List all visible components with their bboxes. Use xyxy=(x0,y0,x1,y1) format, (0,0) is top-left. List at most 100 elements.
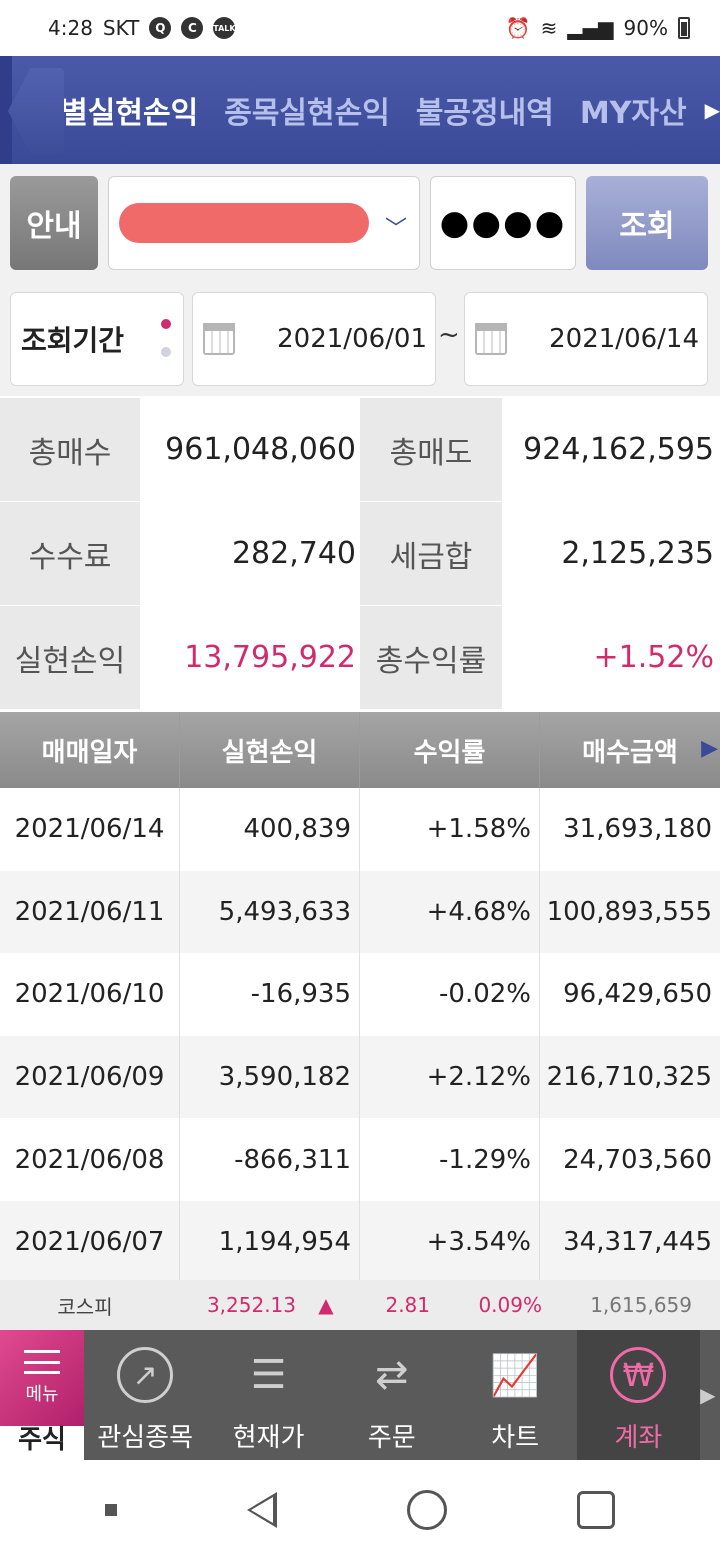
ticker-change-pct: 0.09% xyxy=(478,1293,542,1317)
ticker-volume: 1,615,659 xyxy=(590,1293,692,1317)
up-arrow-icon: ▲ xyxy=(318,1293,334,1317)
fee-label: 수수료 xyxy=(0,502,140,605)
calendar-icon xyxy=(203,323,235,355)
account-select[interactable]: ﹀ xyxy=(108,176,420,270)
row-date: 2021/06/09 xyxy=(0,1035,180,1119)
tab-my-assets[interactable]: MY자산 xyxy=(580,88,687,132)
tab-label: 불공정내역 xyxy=(415,96,554,131)
date-separator: ~ xyxy=(438,320,460,350)
row-pnl: 3,590,182 xyxy=(180,1035,360,1119)
header-date[interactable]: 매매일자 xyxy=(0,712,180,788)
date-to-field[interactable]: 2021/06/14 xyxy=(464,292,708,386)
assist-icon[interactable] xyxy=(105,1504,117,1516)
tab-bar: ◀ 일별실현손익 종목실현손익 불공정내역 MY자산 ▶ xyxy=(0,56,720,164)
clock: 4:28 xyxy=(48,16,93,40)
row-buy: 31,693,180 xyxy=(563,814,712,845)
guide-button[interactable]: 안내 xyxy=(10,176,98,270)
table-row[interactable]: 2021/06/14 400,839 +1.58% 31,693,180 xyxy=(0,788,720,871)
row-pnl: 400,839 xyxy=(180,788,360,871)
password-field[interactable]: ●●●● xyxy=(430,176,576,270)
tab-unfair[interactable]: 불공정내역 xyxy=(416,88,554,132)
row-rate: +4.68% xyxy=(360,870,540,954)
tab-stock-realized[interactable]: 종목실현손익 xyxy=(224,88,390,132)
q-app-icon: Q xyxy=(149,17,172,39)
row-rate: -1.29% xyxy=(360,1118,540,1201)
alarm-icon: ⏰ xyxy=(505,16,531,40)
total-buy-label: 총매수 xyxy=(0,398,140,501)
date-from-value: 2021/06/01 xyxy=(277,324,427,354)
realized-value: 13,795,922 xyxy=(140,606,360,709)
row-date: 2021/06/08 xyxy=(0,1118,180,1201)
scroll-right-icon[interactable]: ▶ xyxy=(701,736,718,761)
total-buy-value: 961,048,060 xyxy=(140,398,360,501)
back-button[interactable] xyxy=(0,56,13,164)
table-row[interactable]: 2021/06/09 3,590,182 +2.12% 216,710,325 xyxy=(0,1035,720,1119)
nav-next-icon[interactable]: ▶ xyxy=(700,1383,716,1407)
header-buy-amount[interactable]: 매수금액 xyxy=(582,737,678,768)
table-header: 매매일자 실현손익 수익률 매수금액 ▶ xyxy=(0,712,720,788)
realized-label: 실현손익 xyxy=(0,606,140,709)
nav-account[interactable]: ₩ 계좌 xyxy=(576,1330,701,1460)
signal-icon: ▂▄▆ xyxy=(567,16,614,40)
calendar-icon xyxy=(475,323,507,355)
won-icon: ₩ xyxy=(610,1347,667,1403)
row-date: 2021/06/11 xyxy=(0,870,180,954)
row-buy: 216,710,325 xyxy=(546,1062,712,1093)
row-pnl: -16,935 xyxy=(180,953,360,1036)
battery-icon xyxy=(678,17,690,39)
total-sell-label: 총매도 xyxy=(360,398,502,501)
period-label: 조회기간 xyxy=(21,324,125,357)
table-row[interactable]: 2021/06/10 -16,935 -0.02% 96,429,650 xyxy=(0,953,720,1036)
nav-chart[interactable]: 📈 차트 xyxy=(453,1330,576,1460)
query-button[interactable]: 조회 xyxy=(586,176,708,270)
row-rate: +2.12% xyxy=(360,1035,540,1119)
recents-icon[interactable] xyxy=(577,1491,615,1529)
hamburger-icon xyxy=(24,1350,60,1374)
tab-label: MY자산 xyxy=(579,96,687,131)
tab-next-icon[interactable]: ▶ xyxy=(704,98,720,122)
home-icon[interactable] xyxy=(407,1490,447,1530)
nav-label: 관심종목 xyxy=(97,1423,194,1453)
table-row[interactable]: 2021/06/08 -866,311 -1.29% 24,703,560 xyxy=(0,1118,720,1201)
date-to-value: 2021/06/14 xyxy=(549,324,699,354)
nav-order[interactable]: ⇄ 주문 xyxy=(330,1330,453,1460)
header-rate[interactable]: 수익률 xyxy=(360,712,540,788)
battery-level: 90% xyxy=(623,16,668,40)
nav-label: 차트 xyxy=(491,1423,540,1453)
table-row[interactable]: 2021/06/11 5,493,633 +4.68% 100,893,555 xyxy=(0,870,720,954)
kospi-ticker[interactable]: 코스피 3,252.13 ▲ 2.81 0.09% 1,615,659 xyxy=(0,1280,720,1330)
header-pnl[interactable]: 실현손익 xyxy=(180,712,360,788)
chart-icon: 📈 xyxy=(490,1352,541,1399)
c-app-icon: C xyxy=(181,17,204,39)
date-from-field[interactable]: 2021/06/01 xyxy=(192,292,436,386)
bottom-nav: 메뉴 주식 ↗ 관심종목 ☰ 현재가 ⇄ 주문 📈 차트 ₩ 계좌 ▶ xyxy=(0,1330,720,1460)
table-row[interactable]: 2021/06/07 1,194,954 +3.54% 34,317,445 xyxy=(0,1200,720,1284)
carrier: SKT xyxy=(102,16,140,40)
row-date: 2021/06/10 xyxy=(0,953,180,1036)
nav-current-price[interactable]: ☰ 현재가 xyxy=(207,1330,330,1460)
return-value: +1.52% xyxy=(502,606,720,709)
nav-label: 계좌 xyxy=(614,1423,663,1453)
period-selector[interactable]: 조회기간 xyxy=(10,292,184,386)
summary-panel: 총매수 961,048,060 총매도 924,162,595 수수료 282,… xyxy=(0,398,720,710)
nav-watchlist[interactable]: ↗ 관심종목 xyxy=(84,1330,207,1460)
menu-caption: 주식 xyxy=(18,1425,66,1455)
watchlist-icon: ↗ xyxy=(117,1347,174,1403)
row-pnl: 5,493,633 xyxy=(180,870,360,954)
return-label: 총수익률 xyxy=(360,606,502,709)
menu-button[interactable]: 메뉴 주식 xyxy=(0,1330,84,1460)
talk-icon: TALK xyxy=(213,17,236,39)
system-back-icon[interactable] xyxy=(247,1492,277,1528)
redacted-account xyxy=(119,203,369,243)
row-pnl: -866,311 xyxy=(180,1118,360,1201)
row-buy: 100,893,555 xyxy=(546,896,712,927)
price-icon: ☰ xyxy=(250,1352,287,1398)
row-rate: -0.02% xyxy=(360,953,540,1036)
row-pnl: 1,194,954 xyxy=(180,1200,360,1284)
system-nav xyxy=(0,1460,720,1560)
chevron-down-icon: ﹀ xyxy=(384,217,407,242)
row-buy: 34,317,445 xyxy=(563,1227,712,1258)
fee-value: 282,740 xyxy=(140,502,360,605)
status-bar: 4:28 SKT Q C TALK ⏰ ≋ ▂▄▆ 90% xyxy=(0,0,720,56)
wifi-icon: ≋ xyxy=(540,16,558,40)
